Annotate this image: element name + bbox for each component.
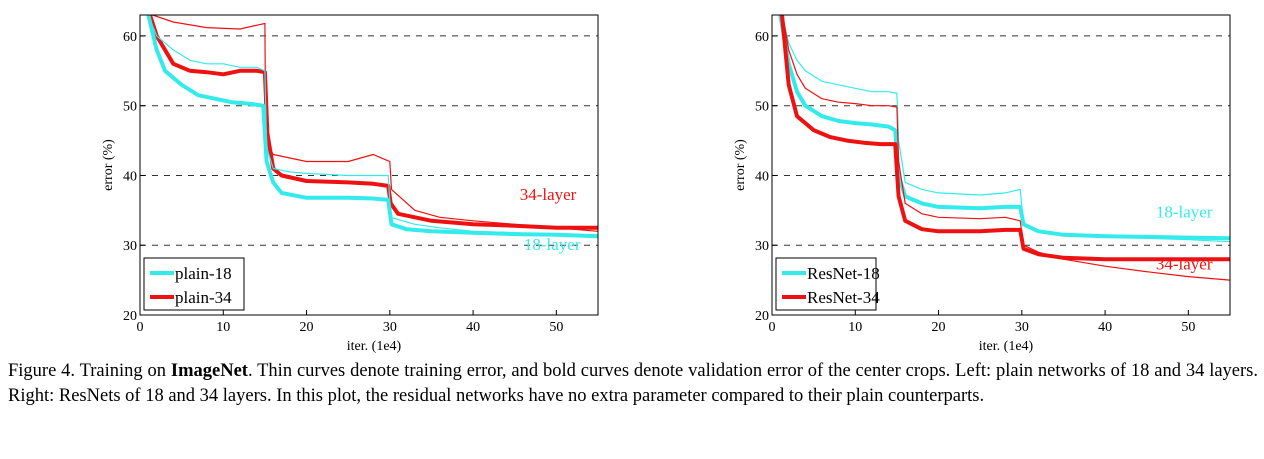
y-tick-label: 50	[755, 100, 769, 115]
x-tick-label: 50	[1181, 320, 1195, 335]
plot-frame	[139, 14, 599, 316]
legend-label: ResNet-34	[807, 288, 880, 307]
x-tick-label: 30	[1015, 320, 1029, 335]
y-tick-label: 20	[123, 309, 137, 324]
caption-prefix: Figure 4. Training on	[8, 361, 171, 381]
x-tick-label: 30	[383, 320, 397, 335]
annotation-label: 18-layer	[1156, 202, 1213, 221]
y-tick-label: 60	[755, 30, 769, 45]
annotation-label: 34-layer	[520, 185, 577, 204]
x-tick-label: 10	[848, 320, 862, 335]
right-chart: 0 10 20 30 40 50 20 30 40 50 60 iter. (1e4) error (%…	[733, 14, 1231, 354]
y-axis-label: error (%)	[101, 139, 116, 191]
series-line-resnet-34-train	[782, 14, 1231, 281]
y-tick-label: 20	[755, 309, 769, 324]
x-tick-label: 0	[769, 320, 776, 335]
series-line-plain-34-train	[152, 14, 599, 232]
annotation-label: 18-layer	[524, 235, 581, 254]
x-tick-label: 20	[932, 320, 946, 335]
figure-caption: Figure 4. Training on ImageNet. Thin cur…	[8, 359, 1258, 409]
x-tick-label: 0	[137, 320, 144, 335]
caption-rest: . Thin curves denote training error, and…	[8, 361, 1258, 406]
left-chart: 0 10 20 30 40 50 20 30 40 50 60 iter. (1e4) error (%…	[101, 14, 599, 354]
y-tick-label: 50	[123, 100, 137, 115]
x-axis-label: iter. (1e4)	[979, 339, 1034, 354]
x-axis-label: iter. (1e4)	[347, 339, 402, 354]
legend-box	[775, 257, 877, 311]
caption-bold: ImageNet	[170, 361, 248, 381]
x-tick-label: 40	[466, 320, 480, 335]
y-tick-label: 60	[123, 30, 137, 45]
legend-label: plain-18	[175, 264, 232, 283]
series-line-plain-18-val	[146, 14, 599, 239]
legend-label: plain-34	[175, 288, 232, 307]
y-tick-label: 30	[123, 239, 137, 254]
legend-box	[143, 257, 245, 311]
y-tick-label: 40	[123, 169, 137, 184]
series-line-resnet-18-val	[778, 14, 1231, 241]
y-tick-label: 40	[755, 169, 769, 184]
plot-frame	[771, 14, 1231, 316]
legend-label: ResNet-18	[807, 264, 880, 283]
series-line-plain-34-val	[148, 14, 598, 230]
y-axis-label: error (%)	[733, 139, 748, 191]
x-tick-label: 20	[300, 320, 314, 335]
series-line-resnet-34-val	[780, 14, 1230, 262]
x-tick-label: 10	[216, 320, 230, 335]
x-tick-label: 40	[1098, 320, 1112, 335]
annotation-label: 34-layer	[1156, 255, 1213, 274]
y-tick-label: 30	[755, 239, 769, 254]
series-line-plain-18-train	[147, 14, 598, 236]
x-tick-label: 50	[549, 320, 563, 335]
